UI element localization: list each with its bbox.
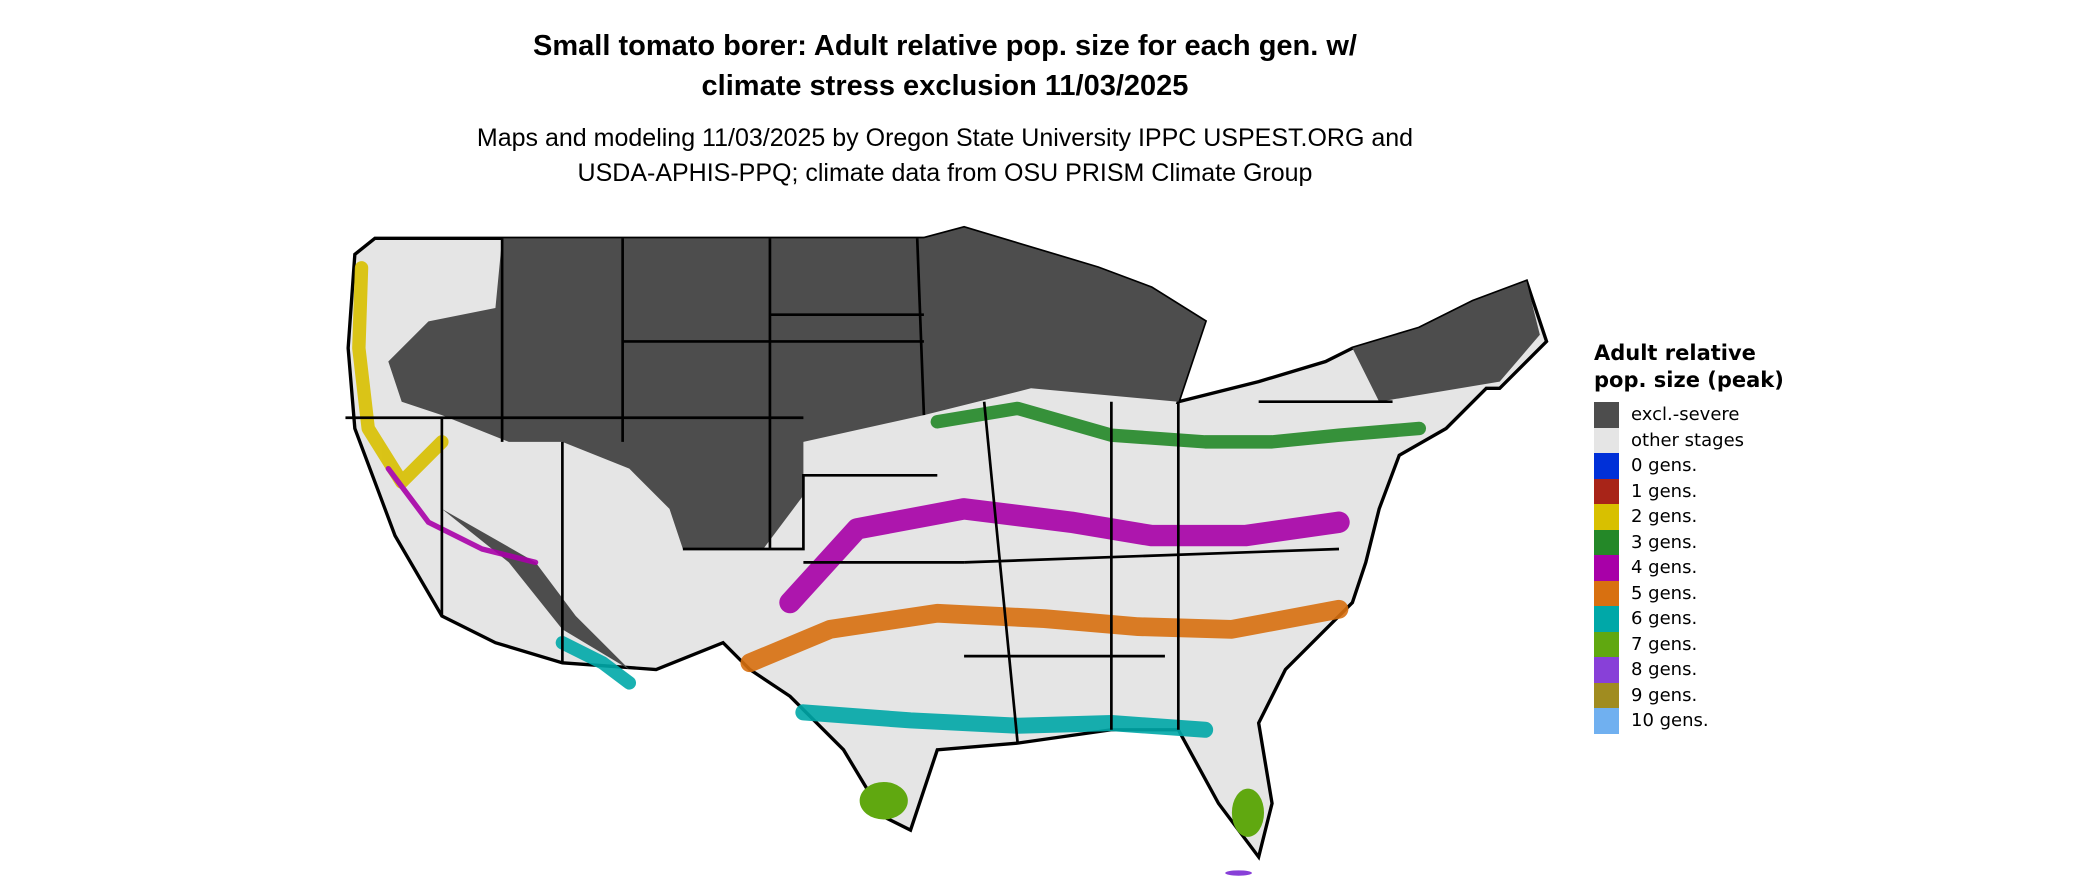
map-subtitle: Maps and modeling 11/03/2025 by Oregon S… xyxy=(0,121,1890,191)
band-4-gens-west xyxy=(385,465,539,566)
legend-label: 6 gens. xyxy=(1631,608,1698,630)
legend-swatch xyxy=(1594,682,1619,708)
legend-label: 3 gens. xyxy=(1631,531,1698,553)
legend-label: 4 gens. xyxy=(1631,557,1698,579)
region-7-gens-florida xyxy=(1231,788,1265,837)
legend-item: 6 gens. xyxy=(1594,606,1794,632)
legend-swatch xyxy=(1594,555,1619,581)
legend-item: 8 gens. xyxy=(1594,657,1794,683)
title-line-1: Small tomato borer: Adult relative pop. … xyxy=(533,30,1357,62)
legend-swatch xyxy=(1594,427,1619,453)
legend-label: 9 gens. xyxy=(1631,684,1698,706)
state-borders xyxy=(345,238,1393,744)
title-line-2: climate stress exclusion 11/03/2025 xyxy=(701,70,1189,102)
legend-item: 1 gens. xyxy=(1594,478,1794,504)
legend-label: 1 gens. xyxy=(1631,480,1698,502)
legend-label: other stages xyxy=(1631,429,1745,451)
legend-item: 7 gens. xyxy=(1594,631,1794,657)
region-8-gens-keys xyxy=(1225,870,1252,876)
legend-swatch xyxy=(1594,657,1619,683)
legend-item: other stages xyxy=(1594,427,1794,453)
legend-swatch xyxy=(1594,402,1619,428)
legend-item: 10 gens. xyxy=(1594,708,1794,734)
legend-swatch xyxy=(1594,529,1619,555)
legend-title: Adult relative pop. size (peak) xyxy=(1594,341,1784,392)
legend-item: 9 gens. xyxy=(1594,682,1794,708)
legend-swatch xyxy=(1594,606,1619,632)
legend-swatch xyxy=(1594,708,1619,734)
subtitle-line-1: Maps and modeling 11/03/2025 by Oregon S… xyxy=(476,124,1414,152)
legend-label: excl.-severe xyxy=(1631,404,1740,426)
legend-item: 5 gens. xyxy=(1594,580,1794,606)
subtitle-line-2: USDA-APHIS-PPQ; climate data from OSU PR… xyxy=(577,159,1313,187)
band-5-gens xyxy=(740,599,1349,673)
legend-label: 2 gens. xyxy=(1631,506,1698,528)
legend-item: excl.-severe xyxy=(1594,402,1794,428)
legend-item: 0 gens. xyxy=(1594,453,1794,479)
legend-label: 0 gens. xyxy=(1631,455,1698,477)
legend-label: 8 gens. xyxy=(1631,659,1698,681)
legend-swatch xyxy=(1594,504,1619,530)
legend: Adult relative pop. size (peak) excl.-se… xyxy=(1594,340,1794,734)
band-4-gens xyxy=(779,498,1350,614)
legend-swatch xyxy=(1594,478,1619,504)
legend-item: 3 gens. xyxy=(1594,529,1794,555)
band-2-gens xyxy=(352,261,449,489)
band-6-gens-az xyxy=(555,636,637,690)
region-7-gens-texas xyxy=(859,781,908,820)
excluded-region-north xyxy=(388,227,1206,549)
legend-label: 7 gens. xyxy=(1631,633,1698,655)
legend-label: 10 gens. xyxy=(1631,710,1709,732)
legend-swatch xyxy=(1594,453,1619,479)
legend-item: 4 gens. xyxy=(1594,555,1794,581)
map-title: Small tomato borer: Adult relative pop. … xyxy=(0,26,1890,106)
excluded-region-northeast xyxy=(1352,281,1540,402)
legend-swatch xyxy=(1594,631,1619,657)
band-6-gens xyxy=(795,704,1214,738)
band-3-gens xyxy=(930,401,1427,449)
legend-swatch xyxy=(1594,580,1619,606)
excluded-region-southwest xyxy=(441,508,630,670)
legend-label: 5 gens. xyxy=(1631,582,1698,604)
legend-item: 2 gens. xyxy=(1594,504,1794,530)
